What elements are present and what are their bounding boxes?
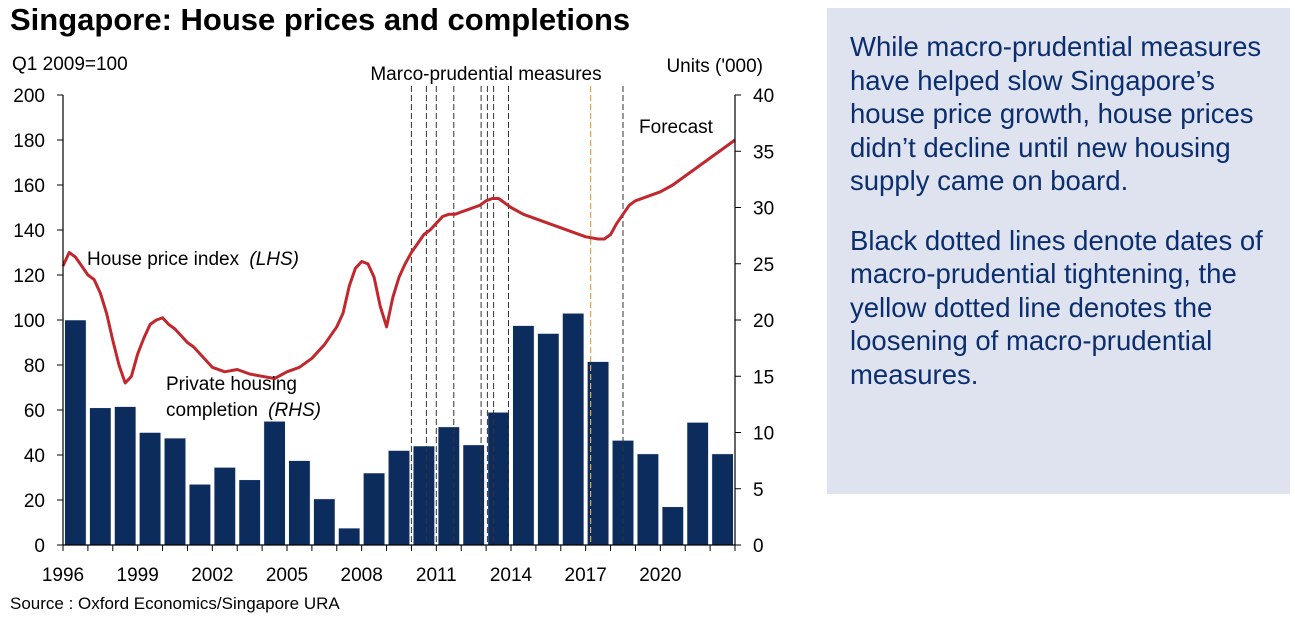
completion-bar [537, 333, 560, 546]
right-tick-label: 20 [753, 311, 774, 332]
x-tick-label: 2020 [639, 565, 681, 586]
right-tick-label: 40 [753, 86, 774, 107]
completion-bar [213, 467, 236, 546]
completion-bar [487, 412, 510, 546]
completion-bar [263, 421, 286, 546]
completion-bar [288, 460, 311, 546]
right-axis-label: Units ('000) [666, 56, 763, 77]
completion-bar [437, 426, 460, 546]
left-tick-label: 100 [13, 311, 45, 332]
right-tick-label: 30 [753, 199, 774, 220]
x-tick-label: 1999 [117, 565, 159, 586]
left-tick-label: 60 [24, 401, 45, 422]
x-tick-label: 2005 [266, 565, 308, 586]
left-tick-label: 0 [34, 536, 45, 557]
chart-area: 0 20 40 60 80 100 120 140 160 180 200 0 5 10 15 20 25 30 3… [12, 54, 774, 586]
completion-series-name: completion [166, 400, 258, 421]
completion-bar [562, 313, 585, 546]
completion-bar [238, 479, 261, 546]
completion-bar [89, 407, 112, 546]
completion-series-axis-note: (RHS) [268, 400, 321, 421]
commentary-panel: While macro-prudential measures have hel… [827, 8, 1290, 494]
completion-bar [711, 453, 734, 546]
left-tick-label: 120 [13, 266, 45, 287]
completion-bar [164, 437, 186, 546]
completion-bar [686, 422, 709, 546]
commentary-paragraph-1: While macro-prudential measures have hel… [850, 31, 1262, 196]
left-tick-label: 200 [13, 86, 45, 107]
left-tick-label: 180 [13, 131, 45, 152]
x-tick-label: 2008 [341, 565, 383, 586]
completion-bar [636, 453, 659, 546]
measures-label: Marco-prudential measures [370, 64, 601, 85]
completion-bar [512, 325, 535, 546]
right-tick-label: 15 [753, 367, 774, 388]
measure-lines [410, 86, 624, 545]
left-tick-label: 40 [24, 446, 45, 467]
completion-bar [661, 506, 684, 546]
x-tick-label: 1996 [42, 565, 84, 586]
right-tick-label: 35 [753, 142, 774, 163]
completion-bar [64, 319, 87, 546]
left-axis-label: Q1 2009=100 [12, 54, 128, 75]
price-series-name: House price index [87, 249, 240, 270]
right-tick-label: 10 [753, 424, 774, 445]
chart-title: Singapore: House prices and completions [10, 2, 631, 37]
completion-bar [313, 498, 336, 546]
x-tick-label: 2002 [191, 565, 233, 586]
completion-bar [388, 450, 410, 546]
price-line-group [61, 138, 736, 385]
axes: 0 20 40 60 80 100 120 140 160 180 200 0 5 10 15 20 25 30 3… [13, 86, 774, 586]
commentary-paragraph-2: Black dotted lines denote dates of macro… [850, 224, 1263, 390]
x-tick-label: 2017 [565, 565, 607, 586]
right-tick-label: 0 [753, 536, 764, 557]
house-price-line [61, 138, 736, 385]
source-note: Source : Oxford Economics/Singapore URA [10, 594, 340, 613]
completion-bar [363, 472, 386, 546]
completion-bar [412, 445, 435, 546]
left-tick-label: 140 [13, 221, 45, 242]
completion-bar [338, 527, 361, 546]
left-tick-label: 20 [24, 491, 45, 512]
completion-bar [139, 432, 162, 546]
completion-series-label-line2: completion (RHS) [166, 400, 321, 421]
x-tick-label: 2011 [416, 565, 457, 586]
left-tick-label: 160 [13, 176, 45, 197]
x-tick-label: 2014 [490, 565, 533, 586]
completion-bar [188, 484, 211, 546]
completion-bar [587, 361, 610, 546]
chart-labels: Q1 2009=100 Units ('000) Marco-prudentia… [12, 54, 763, 421]
completion-bar [114, 406, 137, 546]
price-series-axis-note: (LHS) [249, 249, 299, 270]
completion-bars [64, 313, 734, 546]
right-tick-label: 5 [753, 480, 764, 501]
completion-series-label-line1: Private housing [166, 374, 297, 395]
forecast-label: Forecast [639, 117, 714, 138]
left-tick-label: 80 [24, 356, 45, 377]
right-tick-label: 25 [753, 255, 774, 276]
price-series-label: House price index (LHS) [87, 249, 299, 270]
